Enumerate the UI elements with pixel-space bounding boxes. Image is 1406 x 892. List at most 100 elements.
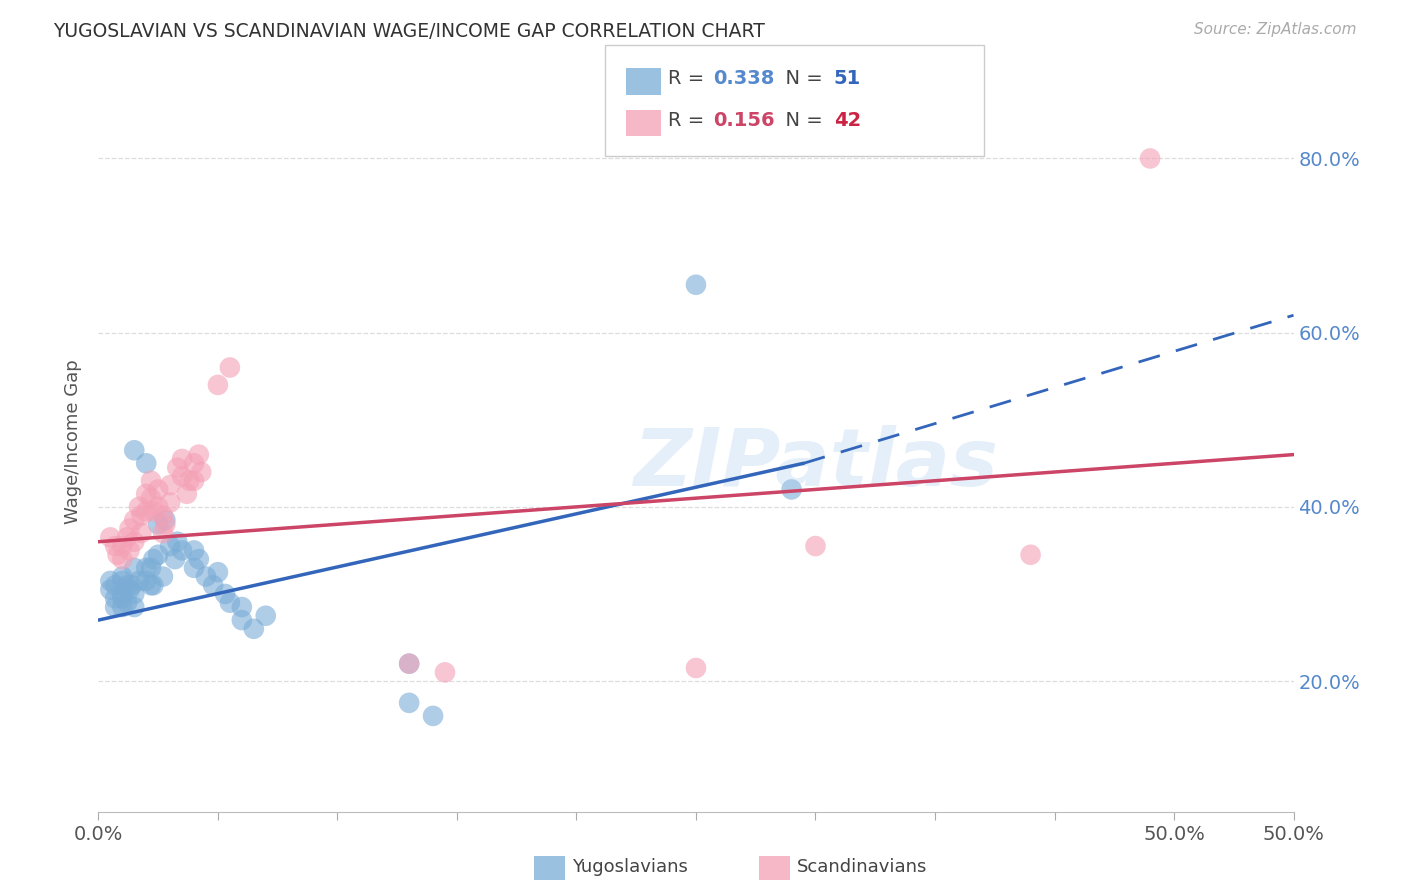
Point <box>142 504 165 518</box>
Point <box>176 487 198 501</box>
Point <box>172 543 194 558</box>
Point <box>148 500 170 514</box>
Point <box>98 530 122 544</box>
Point <box>155 513 177 527</box>
Point <box>152 508 174 523</box>
Point <box>98 582 122 597</box>
Point <box>1139 152 1161 166</box>
Point <box>124 600 146 615</box>
Point <box>107 548 129 562</box>
Point <box>398 657 420 671</box>
Point <box>104 578 127 592</box>
Point <box>219 596 242 610</box>
Point <box>183 474 205 488</box>
Text: ZIPatlas: ZIPatlas <box>633 425 998 503</box>
Point <box>214 587 236 601</box>
Text: 51: 51 <box>834 69 860 88</box>
Point <box>131 508 153 523</box>
Point <box>202 578 225 592</box>
Point <box>231 613 253 627</box>
Point <box>135 456 157 470</box>
Text: 42: 42 <box>834 111 860 130</box>
Y-axis label: Wage/Income Gap: Wage/Income Gap <box>65 359 83 524</box>
Point <box>115 578 138 592</box>
Point <box>135 561 157 575</box>
Text: YUGOSLAVIAN VS SCANDINAVIAN WAGE/INCOME GAP CORRELATION CHART: YUGOSLAVIAN VS SCANDINAVIAN WAGE/INCOME … <box>53 22 765 41</box>
Point <box>254 608 277 623</box>
Point <box>195 569 218 583</box>
Point <box>124 513 146 527</box>
Point <box>685 661 707 675</box>
Point <box>139 474 162 488</box>
Point <box>183 543 205 558</box>
Text: N =: N = <box>773 69 830 88</box>
Text: R =: R = <box>668 69 710 88</box>
Text: R =: R = <box>668 111 710 130</box>
Point <box>111 569 134 583</box>
Point <box>142 578 165 592</box>
Point <box>155 517 177 532</box>
Point <box>207 378 229 392</box>
Text: N =: N = <box>773 111 830 130</box>
Point <box>111 600 134 615</box>
Point <box>219 360 242 375</box>
Point <box>190 465 212 479</box>
Point <box>1019 548 1042 562</box>
Point <box>139 578 162 592</box>
Text: 0.338: 0.338 <box>713 69 775 88</box>
Point <box>398 696 420 710</box>
Text: Yugoslavians: Yugoslavians <box>572 858 688 876</box>
Point <box>183 561 205 575</box>
Point <box>159 495 181 509</box>
Point <box>139 491 162 505</box>
Point <box>152 526 174 541</box>
Point <box>804 539 827 553</box>
Point <box>148 517 170 532</box>
Point <box>111 587 134 601</box>
Point <box>121 578 143 592</box>
Point <box>148 548 170 562</box>
Text: 0.156: 0.156 <box>713 111 775 130</box>
Point <box>231 600 253 615</box>
Point <box>172 452 194 467</box>
Point <box>187 552 209 566</box>
Point <box>187 448 209 462</box>
Point <box>142 552 165 566</box>
Point <box>111 574 134 588</box>
Point <box>685 277 707 292</box>
Point <box>124 534 146 549</box>
Point <box>148 483 170 497</box>
Point <box>104 591 127 606</box>
Point <box>104 600 127 615</box>
Point <box>166 460 188 475</box>
Point <box>131 526 153 541</box>
Point <box>172 469 194 483</box>
Point <box>163 552 186 566</box>
Point <box>159 539 181 553</box>
Point <box>104 539 127 553</box>
Point <box>111 591 134 606</box>
Point <box>115 596 138 610</box>
Point <box>166 534 188 549</box>
Point <box>115 530 138 544</box>
Point <box>118 543 141 558</box>
Point <box>124 561 146 575</box>
Text: Source: ZipAtlas.com: Source: ZipAtlas.com <box>1194 22 1357 37</box>
Point <box>135 487 157 501</box>
Point <box>111 552 134 566</box>
Point <box>179 474 201 488</box>
Point <box>118 582 141 597</box>
Point <box>398 657 420 671</box>
Point <box>124 587 146 601</box>
Point <box>135 574 157 588</box>
Text: Scandinavians: Scandinavians <box>797 858 928 876</box>
Point <box>111 539 134 553</box>
Point <box>98 574 122 588</box>
Point <box>780 483 803 497</box>
Point <box>183 456 205 470</box>
Point <box>139 561 162 575</box>
Point <box>118 522 141 536</box>
Point <box>243 622 266 636</box>
Point <box>128 574 150 588</box>
Point <box>159 478 181 492</box>
